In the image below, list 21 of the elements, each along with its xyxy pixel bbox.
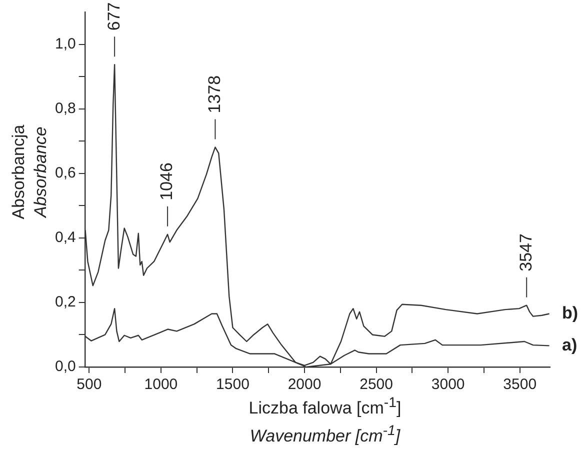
x-tick-label: 3500 bbox=[503, 376, 537, 394]
annotation: 1046 bbox=[157, 162, 176, 200]
series-label: b) bbox=[562, 303, 578, 322]
x-tick-label: 2500 bbox=[360, 376, 393, 394]
y-tick-label: 0,0 bbox=[54, 358, 76, 376]
annotation: 3547 bbox=[516, 234, 536, 272]
x-tick-label: 1500 bbox=[216, 376, 250, 394]
x-axis-title: Liczba falowa [cm$^{-1}$] Wavenumber [cm$^{-1}$] bbox=[248, 394, 402, 448]
annotation: 677 bbox=[104, 2, 124, 31]
x-tick-label: 1000 bbox=[144, 376, 178, 394]
y-tick-label: 0,4 bbox=[54, 229, 76, 246]
series-label: a) bbox=[562, 335, 578, 354]
y-tick-label: 0,8 bbox=[54, 100, 76, 117]
annotation: 1378 bbox=[204, 75, 224, 114]
x-tick-label: 3000 bbox=[431, 376, 465, 394]
y-tick-label: 0,6 bbox=[54, 164, 76, 182]
x-tick-label: 500 bbox=[76, 376, 102, 394]
y-tick-label: 0,2 bbox=[54, 294, 76, 311]
y-axis-title: Absorbancja Absorbance bbox=[8, 124, 51, 222]
y-tick-label: 1,0 bbox=[54, 35, 76, 52]
x-tick-label: 2000 bbox=[288, 376, 322, 394]
